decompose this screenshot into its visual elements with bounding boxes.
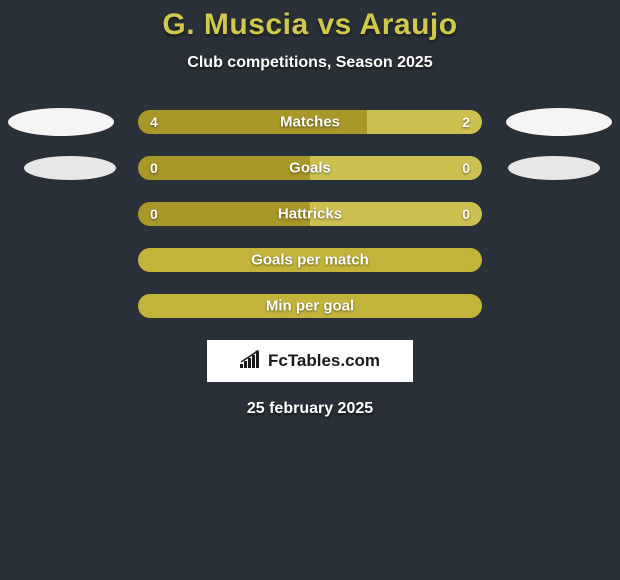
page-title: G. Muscia vs Araujo xyxy=(0,8,620,42)
stat-bar: 00Hattricks xyxy=(138,202,482,226)
stat-row: 00Goals xyxy=(0,156,620,180)
stat-label: Goals per match xyxy=(138,252,482,269)
logo-box: FcTables.com xyxy=(207,340,413,382)
comparison-container: G. Muscia vs Araujo Club competitions, S… xyxy=(0,0,620,418)
logo-text: FcTables.com xyxy=(268,351,380,371)
date-label: 25 february 2025 xyxy=(0,400,620,418)
logo-inner: FcTables.com xyxy=(240,350,380,373)
subtitle: Club competitions, Season 2025 xyxy=(0,54,620,72)
stat-bar: 00Goals xyxy=(138,156,482,180)
logo-chart-icon xyxy=(240,350,262,373)
player-right-ellipse xyxy=(506,108,612,136)
stat-label: Hattricks xyxy=(138,206,482,223)
player-left-ellipse xyxy=(8,108,114,136)
stat-row: 42Matches xyxy=(0,110,620,134)
player-right-ellipse xyxy=(508,156,600,180)
stat-label: Matches xyxy=(138,114,482,131)
stat-row: 00Hattricks xyxy=(0,202,620,226)
stat-bar: Goals per match xyxy=(138,248,482,272)
player-left-ellipse xyxy=(24,156,116,180)
stat-row: Min per goal xyxy=(0,294,620,318)
stat-row: Goals per match xyxy=(0,248,620,272)
stat-label: Min per goal xyxy=(138,298,482,315)
stat-label: Goals xyxy=(138,160,482,177)
stat-bar: Min per goal xyxy=(138,294,482,318)
stat-bar: 42Matches xyxy=(138,110,482,134)
stats-rows: 42Matches 00Goals 00Hattricks Goals per mat… xyxy=(0,110,620,318)
